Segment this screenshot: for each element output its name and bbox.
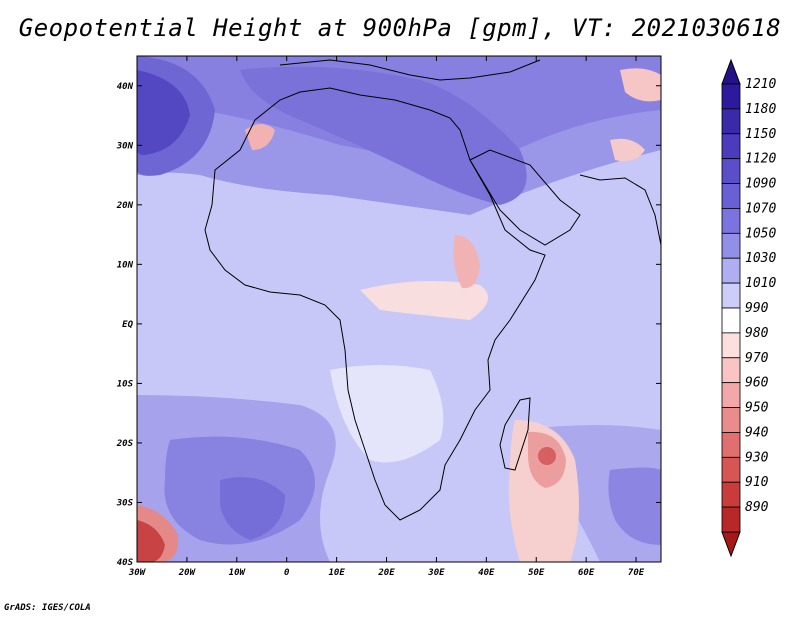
colorbar-label: 930 xyxy=(745,450,769,465)
colorbar-label: 910 xyxy=(745,475,769,490)
lat-tick-label: 10S xyxy=(117,379,134,389)
colorbar-top-cap xyxy=(721,58,741,85)
lon-tick-label: 60E xyxy=(578,568,595,578)
central-africa-low-band xyxy=(330,365,444,463)
lon-tick-label: 50E xyxy=(528,568,545,578)
colorbar-swatch xyxy=(721,456,741,483)
southern-ocean-low-core xyxy=(137,520,165,562)
lat-tick-label: 20S xyxy=(116,439,134,449)
lon-tick-label: 20E xyxy=(377,568,395,578)
colorbar-swatch xyxy=(721,108,741,135)
north-africa-high xyxy=(240,66,527,206)
colorbar-swatch xyxy=(721,282,741,309)
colorbar-swatch xyxy=(721,208,741,234)
colorbar-label: 890 xyxy=(745,500,769,515)
lat-tick-label: 30S xyxy=(116,498,134,508)
madagascar-low-core xyxy=(538,447,556,465)
colorbar-label: 960 xyxy=(745,376,769,391)
colorbar-label: 1070 xyxy=(745,201,776,216)
colorbar-swatch xyxy=(721,506,741,533)
lon-tick-label: 20W xyxy=(178,568,197,578)
morocco-warm-patch xyxy=(245,124,275,150)
colorbar-label: 990 xyxy=(745,301,769,316)
arabian-sea-warm-patch xyxy=(610,138,645,162)
africa-coastline xyxy=(204,87,546,521)
colorbar-swatch xyxy=(721,307,741,334)
colorbar-swatch xyxy=(721,257,741,284)
lon-tick-label: 40E xyxy=(478,568,495,578)
asia-coastline xyxy=(579,174,661,246)
central-asia-warm-patch xyxy=(620,68,661,102)
grads-credit: GrADS: IGES/COLA xyxy=(4,603,91,613)
east-africa-warm-area xyxy=(360,281,488,320)
colorbar-swatch xyxy=(721,357,741,384)
lon-tick-label: 0 xyxy=(284,568,290,578)
lat-tick-label: 10N xyxy=(117,260,134,270)
lon-tick-label: 30W xyxy=(128,568,147,578)
colorbar-swatch xyxy=(721,481,741,508)
lat-tick-label: EQ xyxy=(122,320,133,330)
lon-tick-label: 10W xyxy=(229,568,247,578)
colorbar-label: 940 xyxy=(745,425,769,440)
colorbar-swatch xyxy=(721,158,741,184)
lon-tick-label: 10E xyxy=(328,568,345,578)
colorbar-label: 1210 xyxy=(745,77,776,92)
colorbar-swatch xyxy=(721,332,741,359)
colorbar-label: 1030 xyxy=(745,251,776,266)
colorbar-label: 1010 xyxy=(745,276,776,291)
lon-tick-label: 70E xyxy=(628,568,645,578)
colorbar-swatch xyxy=(721,83,741,110)
indian-ocean-high xyxy=(608,467,661,545)
lat-tick-label: 20N xyxy=(116,201,134,211)
plot-frame xyxy=(136,55,662,563)
lon-tick-label: 30E xyxy=(427,568,445,578)
colorbar-label: 1050 xyxy=(745,226,776,241)
colorbar-label: 1120 xyxy=(745,152,776,167)
lat-tick-label: 40N xyxy=(117,82,134,92)
height-field xyxy=(137,56,661,562)
arabia-coastline xyxy=(469,149,581,246)
colorbar-label: 1150 xyxy=(745,127,776,142)
colorbar-label: 970 xyxy=(745,351,769,366)
south-atlantic-high-core xyxy=(220,477,285,540)
ethiopian-low xyxy=(453,235,480,289)
colorbar-label: 950 xyxy=(745,401,769,416)
colorbar-label: 980 xyxy=(745,326,769,341)
lat-tick-label: 40S xyxy=(117,558,134,568)
colorbar: 1210 1180 1150 1120 1090 1070 1050 1030 1010 990 9… xyxy=(721,58,776,558)
colorbar-label: 1090 xyxy=(745,177,776,192)
latitude-axis: 40N 30N 20N 10N EQ 10S 20S 30S 40S xyxy=(116,82,661,568)
colorbar-swatch xyxy=(721,183,741,209)
colorbar-swatch xyxy=(721,382,741,408)
colorbar-swatch xyxy=(721,133,741,160)
colorbar-swatch xyxy=(721,407,741,433)
atlantic-high-core xyxy=(137,70,190,155)
colorbar-swatch xyxy=(721,432,741,458)
colorbar-label: 1180 xyxy=(745,102,776,117)
colorbar-bottom-cap xyxy=(721,531,741,558)
lat-tick-label: 30N xyxy=(116,141,134,151)
page-title: Geopotential Height at 900hPa [gpm], VT:… xyxy=(18,14,782,42)
longitude-axis: 30W 20W 10W 0 10E 20E 30E 40E 50E 60E 70E xyxy=(128,56,645,578)
madagascar-coastline xyxy=(499,397,531,471)
colorbar-swatch xyxy=(721,232,741,259)
